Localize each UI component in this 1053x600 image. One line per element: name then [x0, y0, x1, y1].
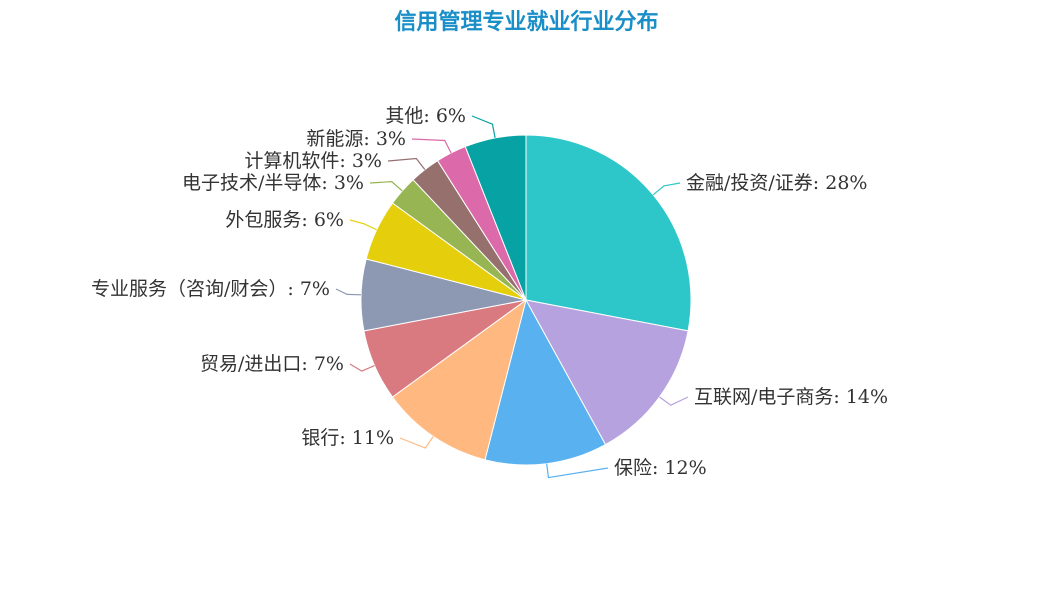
leader-line — [546, 463, 609, 479]
slice-label: 保险: 12% — [614, 457, 707, 479]
pie-slice[interactable] — [525, 299, 689, 446]
slice-label: 新能源: 3% — [306, 128, 406, 150]
slice-label: 银行: 11% — [301, 427, 394, 449]
leader-line — [335, 288, 362, 296]
pie-slice[interactable] — [391, 298, 527, 461]
leader-line — [387, 157, 426, 170]
slice-label: 金融/投资/证券: 28% — [686, 172, 867, 194]
slice-label: 专业服务（咨询/财会）: 7% — [91, 278, 330, 300]
slice-label: 贸易/进出口: 7% — [200, 353, 344, 375]
pie-labels: 金融/投资/证券: 28% 互联网/电子商务: 14% 保险: 12% 银行: 11%… — [91, 105, 888, 479]
leader-line — [349, 363, 375, 372]
slice-label: 外包服务: 6% — [225, 209, 344, 231]
pie-leader-lines — [335, 115, 689, 479]
leader-line — [471, 115, 496, 139]
pie-slice[interactable] — [525, 134, 692, 332]
leader-line — [411, 138, 452, 154]
slice-label: 其他: 6% — [385, 105, 466, 127]
slice-label: 电子技术/半导体: 3% — [182, 172, 364, 194]
leader-line — [399, 436, 434, 449]
leader-line — [652, 182, 681, 196]
leader-line — [659, 396, 689, 406]
slice-label: 互联网/电子商务: 14% — [694, 386, 888, 408]
leader-line — [349, 219, 377, 231]
leader-line — [369, 181, 403, 192]
slice-label: 计算机软件: 3% — [244, 150, 382, 172]
pie-slices — [360, 134, 692, 466]
chart-title: 信用管理专业就业行业分布 — [394, 9, 659, 35]
